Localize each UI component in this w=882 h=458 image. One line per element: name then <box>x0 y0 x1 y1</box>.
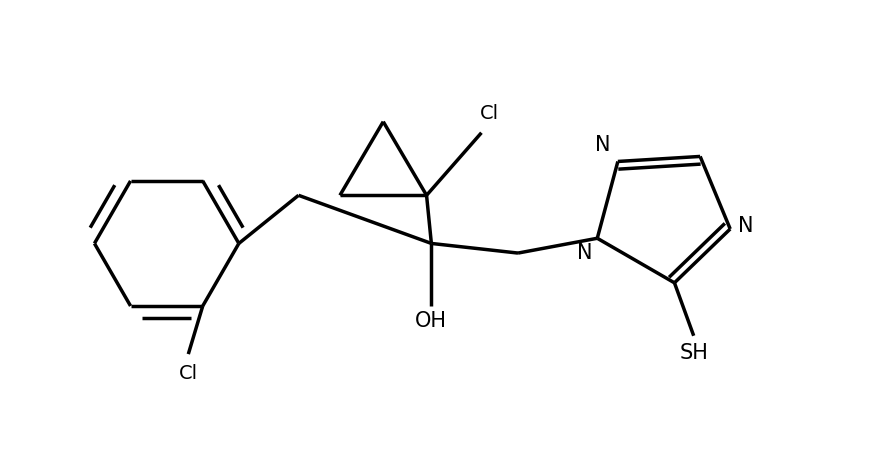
Text: N: N <box>738 216 753 236</box>
Text: Cl: Cl <box>480 104 498 123</box>
Text: N: N <box>577 243 593 263</box>
Text: Cl: Cl <box>179 364 198 383</box>
Text: OH: OH <box>415 311 447 331</box>
Text: N: N <box>594 135 610 155</box>
Text: SH: SH <box>679 343 708 362</box>
